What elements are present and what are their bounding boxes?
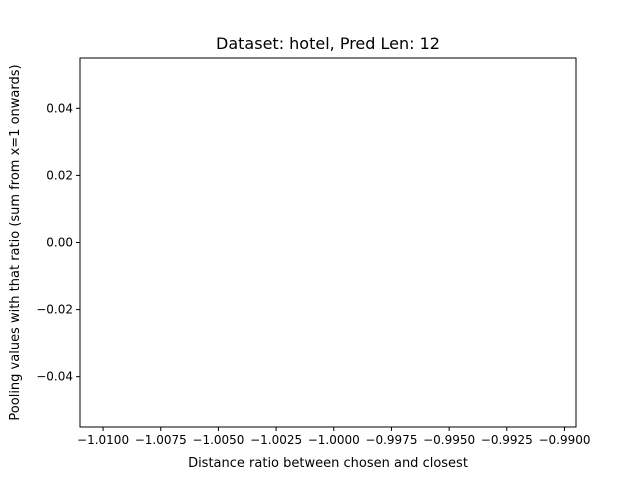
y-tick-label: 0.04 [46, 101, 73, 115]
y-axis-label: Pooling values with that ratio (sum from… [8, 64, 23, 420]
x-tick-label: −0.9900 [538, 433, 590, 447]
plot-area-frame [79, 57, 577, 428]
y-tick-label: −0.04 [36, 370, 73, 384]
chart-title: Dataset: hotel, Pred Len: 12 [216, 34, 440, 53]
x-tick-label: −0.9925 [481, 433, 533, 447]
x-tick-label: −1.0025 [250, 433, 302, 447]
x-tick-label: −1.0100 [77, 433, 129, 447]
x-tick-label: −1.0050 [192, 433, 244, 447]
x-tick-label: −0.9950 [423, 433, 475, 447]
y-tick-label: 0.02 [46, 168, 73, 182]
x-axis-label: Distance ratio between chosen and closes… [188, 456, 468, 471]
y-axis-ticks: −0.04 −0.02 0.00 0.02 0.04 [36, 101, 80, 384]
x-tick-label: −0.9975 [365, 433, 417, 447]
y-tick-label: 0.00 [46, 236, 73, 250]
x-axis-ticks: −1.0100 −1.0075 −1.0050 −1.0025 −1.0000 −0.99… [77, 427, 590, 447]
x-tick-label: −1.0000 [308, 433, 360, 447]
y-tick-label: −0.02 [36, 303, 73, 317]
x-tick-label: −1.0075 [135, 433, 187, 447]
